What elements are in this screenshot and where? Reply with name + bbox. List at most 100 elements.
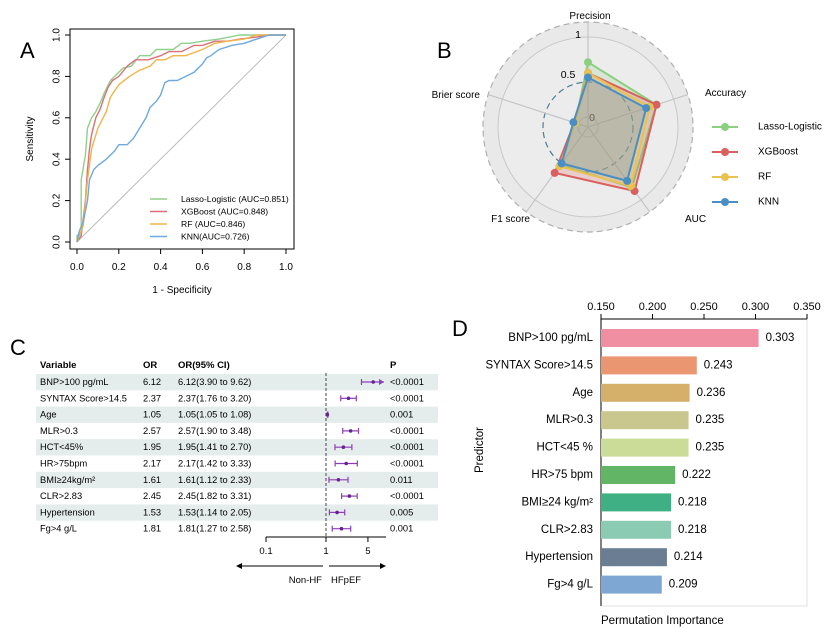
row-ci: 2.45(1.82 to 3.31) <box>178 491 251 501</box>
x-tick-label: 0.1 <box>259 546 272 557</box>
importance-bar <box>601 411 689 430</box>
panel-label-a: A <box>20 38 35 63</box>
y-tick-label: 0.0 <box>52 235 63 249</box>
roc-curve-line <box>76 34 286 243</box>
row-variable: HR>75bpm <box>40 459 88 469</box>
or-point <box>339 526 344 531</box>
legend-label: Lasso-Logistic <box>758 122 822 133</box>
row-ci: 6.12(3.90 to 9.62) <box>178 377 251 387</box>
importance-bar <box>601 548 667 567</box>
radar-series-polygon <box>560 76 648 183</box>
category-label: BMI≥24 kg/m² <box>522 496 594 508</box>
row-or: 1.81 <box>143 524 161 534</box>
radar-spoke <box>587 93 689 128</box>
row-variable: BNP>100 pg/mL <box>40 377 108 387</box>
x-tick-label: 1.0 <box>279 262 293 273</box>
or-point <box>344 461 348 466</box>
or-point <box>346 396 351 401</box>
importance-bar <box>601 438 689 457</box>
row-ci: 2.17(1.42 to 3.33) <box>178 459 251 469</box>
row-variable: CLR>2.83 <box>40 491 82 501</box>
radar-axis-label: F1 score <box>491 214 530 225</box>
row-or: 2.17 <box>143 459 161 469</box>
row-ci: 1.61(1.12 to 2.33) <box>178 475 251 485</box>
forest-plot: Variable OR OR(95% CI) P BNP>100 pg/mL 6.12 6.… <box>36 360 438 586</box>
y-axis-label: Predictor <box>474 427 486 473</box>
arrow-right-head <box>380 563 386 569</box>
radar-point <box>652 100 661 109</box>
legend-label: KNN <box>758 197 779 208</box>
legend-label: XGBoost <box>758 147 798 158</box>
radar-point <box>569 118 578 127</box>
radar-point <box>584 73 592 82</box>
x-tick-label: 0.250 <box>690 301 718 313</box>
value-label: 0.236 <box>697 387 726 399</box>
radar-chart: Precision Accuracy AUC F1 score Brier score 0… <box>432 11 822 233</box>
row-ci: 1.05(1.05 to 1.08) <box>178 410 251 420</box>
legend-dot <box>721 198 729 206</box>
importance-bar <box>601 493 672 512</box>
row-stripe <box>36 374 438 391</box>
x-axis-label: 1 - Specificity <box>152 285 211 296</box>
y-tick-label: 0.8 <box>52 69 63 83</box>
radar-series-polygon <box>558 71 651 188</box>
category-label: BNP>100 pg/mL <box>508 332 593 344</box>
row-or: 1.05 <box>143 410 161 420</box>
or-point <box>371 380 376 384</box>
category-label: Hypertension <box>525 551 593 563</box>
row-ci: 2.37(1.76 to 3.20) <box>178 393 251 403</box>
x-tick-label: 0.8 <box>237 262 251 273</box>
value-label: 0.218 <box>678 524 707 536</box>
y-tick-label: 1.0 <box>52 28 63 42</box>
value-label: 0.209 <box>669 579 698 591</box>
row-p: <0.0001 <box>390 377 424 387</box>
importance-bar-chart: 0.150 0.200 0.250 0.300 0.350 BNP>100 pg/mL 0.… <box>474 301 821 627</box>
roc-chart: 0.0 0.2 0.4 0.6 0.8 1.0 0.0 0.2 0.4 0.6 0.8 1.0 1 - … <box>25 28 295 296</box>
category-label: SYNTAX Score>14.5 <box>486 359 594 371</box>
reference-diagonal <box>76 34 287 243</box>
category-label: Age <box>573 387 593 399</box>
row-ci: 1.95(1.41 to 2.70) <box>178 442 251 452</box>
panel-label-b: B <box>437 38 452 63</box>
radar-point <box>642 104 651 113</box>
importance-bar <box>601 383 690 402</box>
row-or: 2.37 <box>143 393 161 403</box>
category-label: Fg>4 g/L <box>547 579 593 591</box>
or-point <box>335 510 339 515</box>
plot-frame <box>69 28 295 250</box>
row-p: <0.0001 <box>390 442 424 452</box>
legend-label: XGBoost (AUC=0.848) <box>181 207 268 217</box>
row-ci: 1.53(1.14 to 2.05) <box>178 507 251 517</box>
x-tick-label: 0.0 <box>70 262 84 273</box>
x-tick-label: 0.150 <box>587 301 615 313</box>
row-p: <0.0001 <box>390 393 424 403</box>
legend-dot <box>721 123 729 131</box>
roc-curve-line <box>76 34 286 243</box>
x-tick-label: 0.300 <box>742 301 770 313</box>
row-variable: MLR>0.3 <box>40 426 78 436</box>
row-p: <0.0001 <box>390 459 424 469</box>
x-axis-label: Permutation Importance <box>601 615 724 627</box>
row-or: 6.12 <box>143 377 161 387</box>
or-point <box>347 494 352 498</box>
or-point <box>336 478 341 482</box>
x-tick-label: 1 <box>323 546 328 557</box>
row-or: 2.45 <box>143 491 161 501</box>
row-p: 0.001 <box>390 410 413 420</box>
legend-label: KNN(AUC=0.726) <box>181 232 250 242</box>
row-p: 0.001 <box>390 524 413 534</box>
row-ci: 1.81(1.27 to 2.58) <box>178 524 251 534</box>
y-axis-label: Sensitivity <box>25 116 36 161</box>
importance-bar <box>601 520 672 539</box>
radar-axis-label: Accuracy <box>705 88 746 99</box>
x-tick-label: 0.200 <box>639 301 667 313</box>
radar-point <box>623 176 632 185</box>
row-variable: Hypertension <box>40 507 95 517</box>
category-label: CLR>2.83 <box>541 524 593 536</box>
category-label: MLR>0.3 <box>546 414 593 426</box>
column-header: OR <box>143 360 157 371</box>
column-header: Variable <box>40 360 76 371</box>
value-label: 0.243 <box>704 359 733 371</box>
row-stripe <box>36 439 438 456</box>
radar-axis-label: Brier score <box>432 90 481 101</box>
